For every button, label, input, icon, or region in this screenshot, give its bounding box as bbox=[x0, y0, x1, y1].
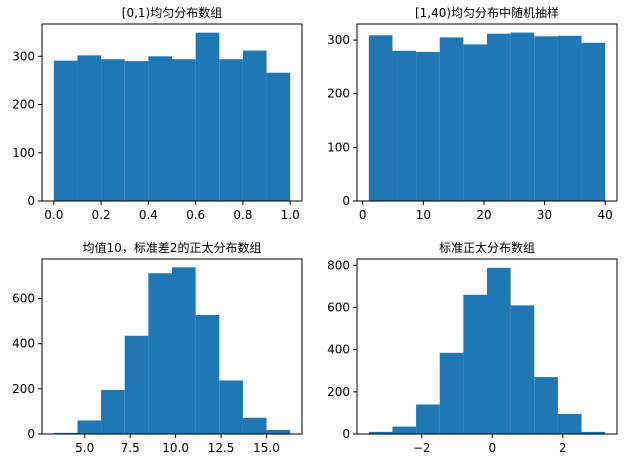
histogram-bar bbox=[124, 335, 149, 434]
histogram-bar bbox=[242, 50, 267, 202]
histogram-bar bbox=[219, 380, 243, 434]
histogram-bar bbox=[124, 61, 149, 202]
chart-title: 均值10，标准差2的正太分布数组 bbox=[83, 240, 262, 255]
histogram-bar bbox=[534, 36, 558, 201]
histogram-bar bbox=[510, 32, 535, 201]
histogram-bar bbox=[487, 267, 511, 434]
y-tick-label: 200 bbox=[12, 98, 35, 112]
histogram-panel-2: 0 10 20 30 40 0 100 200 300 [1,40)均匀分布中随机抽样 bbox=[327, 5, 618, 222]
x-tick-label: 30 bbox=[537, 208, 552, 222]
y-tick-label: 200 bbox=[327, 87, 350, 101]
x-tick-label: 10.0 bbox=[162, 441, 189, 455]
histogram-bar bbox=[463, 294, 487, 434]
x-tick-label: 0.6 bbox=[186, 208, 205, 222]
histogram-bar bbox=[581, 431, 606, 434]
x-tick-label: 12.5 bbox=[208, 441, 235, 455]
histogram-bar bbox=[148, 273, 172, 434]
y-tick-label: 600 bbox=[12, 292, 35, 306]
axes-frame bbox=[356, 23, 618, 202]
x-tick-label: 2 bbox=[559, 441, 567, 455]
y-tick-label: 200 bbox=[327, 385, 350, 399]
histogram-bar bbox=[53, 60, 78, 202]
y-tick-label: 0 bbox=[27, 194, 35, 208]
histogram-bar bbox=[77, 55, 102, 202]
axes-frame bbox=[41, 23, 303, 202]
histogram-bar bbox=[53, 432, 78, 434]
x-tick-label: 15.0 bbox=[253, 441, 280, 455]
histogram-panel-4: −2 0 2 0 200 400 600 800 标准正太分布数组 bbox=[327, 240, 618, 455]
histogram-bar bbox=[392, 426, 417, 434]
histogram-bar bbox=[266, 429, 291, 434]
x-tick-label: 5.0 bbox=[75, 441, 94, 455]
histogram-bar bbox=[416, 404, 440, 434]
x-tick-label: 0.2 bbox=[92, 208, 111, 222]
y-tick-label: 200 bbox=[12, 382, 35, 396]
y-tick-label: 0 bbox=[342, 194, 350, 208]
chart-title: [0,1)均匀分布数组 bbox=[122, 5, 222, 20]
histogram-bar bbox=[557, 35, 582, 201]
x-tick-label: 0.4 bbox=[139, 208, 158, 222]
histogram-bar bbox=[416, 51, 440, 202]
x-tick-label: 0.8 bbox=[233, 208, 252, 222]
histogram-bar bbox=[368, 35, 393, 201]
x-tick-label: 0 bbox=[488, 441, 496, 455]
histogram-bar bbox=[148, 56, 172, 201]
x-tick-label: 0 bbox=[359, 208, 367, 222]
y-tick-label: 0 bbox=[342, 427, 350, 441]
histogram-bar bbox=[392, 50, 417, 202]
axes-frame bbox=[41, 258, 303, 435]
histogram-bar bbox=[439, 37, 464, 202]
chart-title: [1,40)均匀分布中随机抽样 bbox=[415, 5, 559, 20]
chart-title: 标准正太分布数组 bbox=[439, 240, 535, 255]
x-tick-label: 20 bbox=[476, 208, 491, 222]
histogram-bar bbox=[195, 32, 220, 201]
histogram-bar bbox=[463, 44, 487, 201]
histogram-bar bbox=[101, 59, 125, 201]
histogram-bar bbox=[172, 59, 196, 201]
y-tick-label: 300 bbox=[327, 33, 350, 47]
x-tick-label: 40 bbox=[598, 208, 613, 222]
histogram-bar bbox=[510, 305, 535, 434]
x-tick-label: −2 bbox=[413, 441, 431, 455]
histogram-bar bbox=[101, 389, 125, 434]
histogram-bar bbox=[534, 377, 558, 434]
axes-frame bbox=[356, 258, 618, 435]
histogram-bar bbox=[581, 42, 606, 201]
y-tick-label: 800 bbox=[327, 258, 350, 272]
y-tick-label: 100 bbox=[327, 140, 350, 154]
histogram-bar bbox=[439, 352, 464, 434]
y-tick-label: 400 bbox=[12, 337, 35, 351]
x-tick-label: 10 bbox=[416, 208, 431, 222]
histogram-bar bbox=[266, 72, 291, 201]
histogram-panel-3: 5.0 7.5 10.0 12.5 15.0 0 200 400 600 均值10，标准差2的正太… bbox=[12, 240, 303, 455]
histogram-bar bbox=[557, 413, 582, 434]
y-tick-label: 300 bbox=[12, 49, 35, 63]
histogram-bar bbox=[195, 315, 220, 434]
y-tick-label: 600 bbox=[327, 300, 350, 314]
histogram-bar bbox=[219, 59, 243, 201]
y-tick-label: 400 bbox=[327, 343, 350, 357]
histogram-panel-1: 0.0 0.2 0.4 0.6 0.8 1.0 0 100 200 300 [0,1)均匀分布数组 bbox=[12, 5, 303, 222]
histogram-bar bbox=[242, 417, 267, 434]
histogram-bar bbox=[172, 267, 196, 434]
histogram-bar bbox=[77, 420, 102, 434]
x-tick-label: 0.0 bbox=[44, 208, 63, 222]
y-tick-label: 100 bbox=[12, 146, 35, 160]
x-tick-label: 1.0 bbox=[281, 208, 300, 222]
x-tick-label: 7.5 bbox=[121, 441, 140, 455]
y-tick-label: 0 bbox=[27, 427, 35, 441]
histogram-bar bbox=[487, 33, 511, 202]
histogram-bar bbox=[368, 431, 393, 434]
